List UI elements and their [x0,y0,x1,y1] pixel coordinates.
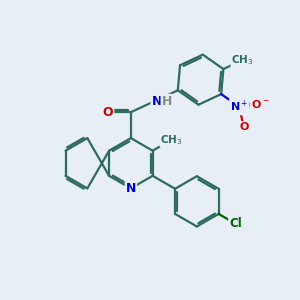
Text: H: H [161,95,172,108]
Text: CH$_3$: CH$_3$ [160,133,183,147]
Text: O: O [255,98,266,110]
Text: N: N [152,95,162,108]
Text: Cl: Cl [229,217,242,230]
Text: O: O [239,122,248,132]
Text: N: N [126,182,136,195]
Text: O$^-$: O$^-$ [251,98,269,110]
Text: O: O [238,122,249,135]
Text: O: O [103,106,113,119]
Text: CH$_3$: CH$_3$ [231,53,254,67]
Text: N$^+$: N$^+$ [230,99,248,114]
Text: N: N [234,100,244,113]
